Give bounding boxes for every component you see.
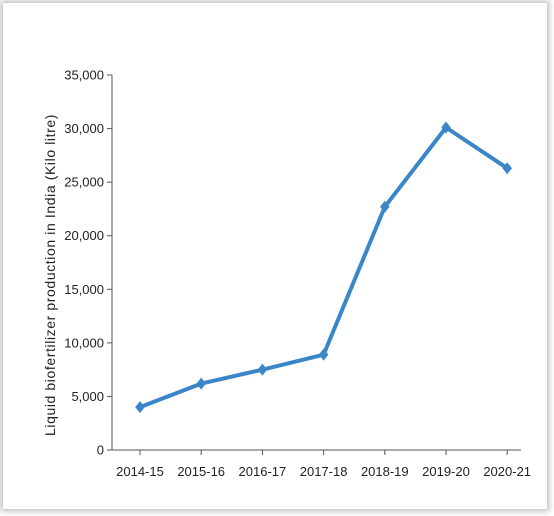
chart-frame: Liquid biofertilizer production in India…	[3, 3, 547, 509]
y-tick-label: 0	[97, 443, 104, 458]
x-tick-label: 2018-19	[361, 464, 409, 479]
x-ticks: 2014-15 2015-16 2016-17 2017-18 2018-19 2019-…	[116, 450, 531, 479]
data-point-marker	[502, 162, 512, 175]
x-tick-label: 2014-15	[116, 464, 164, 479]
y-tick-label: 25,000	[64, 175, 104, 190]
y-tick-label: 35,000	[64, 68, 104, 83]
data-point-marker	[380, 200, 390, 213]
x-tick-label: 2017-18	[300, 464, 348, 479]
data-point-marker	[441, 121, 451, 134]
data-point-marker	[135, 401, 145, 414]
series-group	[135, 121, 512, 414]
y-tick-label: 5,000	[71, 389, 104, 404]
y-tick-label: 10,000	[64, 335, 104, 350]
data-point-marker	[196, 377, 206, 390]
y-axis-label: Liquid biofertilizer production in India…	[42, 114, 58, 436]
y-tick-label: 20,000	[64, 228, 104, 243]
y-tick-label: 15,000	[64, 282, 104, 297]
series-line	[138, 125, 510, 410]
line-chart: Liquid biofertilizer production in India…	[42, 68, 531, 480]
x-tick-label: 2016-17	[239, 464, 287, 479]
x-tick-label: 2020-21	[483, 464, 531, 479]
y-tick-label: 30,000	[64, 121, 104, 136]
x-tick-label: 2019-20	[422, 464, 470, 479]
data-point-marker	[257, 363, 268, 376]
y-ticks: 0 5,000 10,000 15,000 20,000 25,000 30,000 35,0…	[64, 68, 112, 458]
axes	[111, 75, 521, 451]
data-point-marker	[318, 348, 329, 361]
x-tick-label: 2015-16	[177, 464, 225, 479]
